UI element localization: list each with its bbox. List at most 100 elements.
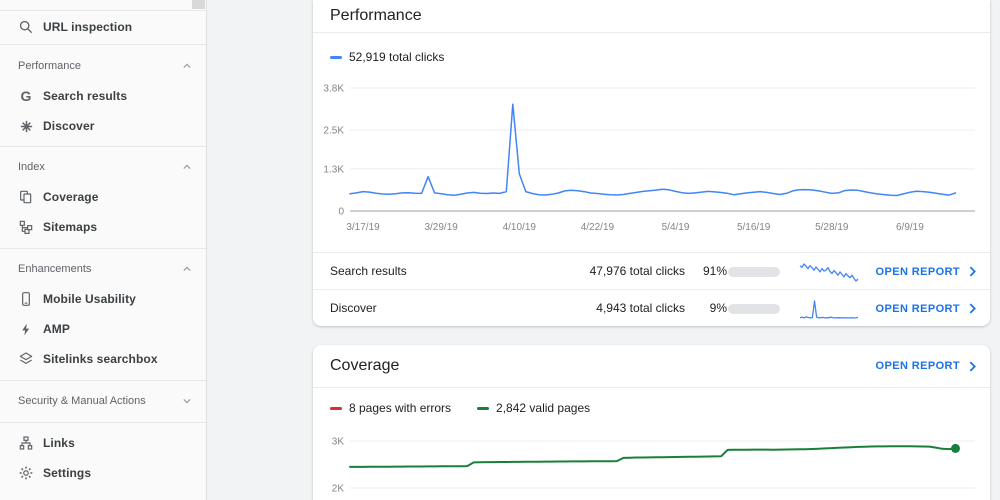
chevron-right-icon	[969, 361, 976, 371]
performance-card-header: Performance	[313, 0, 990, 33]
sidebar-item-label: Coverage	[43, 190, 99, 204]
gear-icon	[18, 465, 34, 481]
divider	[0, 422, 206, 423]
divider	[0, 380, 206, 381]
row-label: Search results	[330, 264, 407, 278]
section-label: Security & Manual Actions	[18, 395, 146, 407]
page-title: Coverage	[330, 357, 400, 374]
legend-label: 2,842 valid pages	[496, 401, 591, 415]
svg-text:2.5K: 2.5K	[323, 126, 344, 137]
open-report-label: OPEN REPORT	[875, 360, 960, 372]
legend-dash-icon	[330, 55, 342, 59]
svg-text:3K: 3K	[332, 437, 345, 448]
sparkline-search-results	[799, 263, 859, 282]
g-icon: G	[20, 88, 32, 104]
coverage-icon	[18, 189, 34, 205]
performance-clicks-chart: 0 1.3K 2.5K 3.8K 3/17/19 3/29/19 4/10/19 4/22/1…	[323, 84, 975, 233]
svg-text:1.3K: 1.3K	[323, 164, 344, 175]
mobile-icon	[18, 291, 34, 307]
sidebar-item-discover[interactable]: Discover	[0, 111, 206, 141]
legend-label: 8 pages with errors	[349, 401, 452, 415]
row-percent: 9%	[709, 301, 727, 315]
open-report-label: OPEN REPORT	[875, 265, 960, 278]
svg-text:4/22/19: 4/22/19	[581, 222, 615, 233]
chevron-up-icon	[182, 265, 192, 273]
links-icon	[18, 435, 34, 451]
sidebar-section-index[interactable]: Index	[0, 152, 206, 182]
coverage-pages-chart: 3K 2K	[332, 437, 975, 495]
sidebar-item-coverage[interactable]: Coverage	[0, 182, 206, 212]
open-report-link[interactable]: OPEN REPORT	[876, 253, 976, 290]
sidebar-item-settings[interactable]: Settings	[0, 458, 206, 488]
sidebar-item-sitelinks-searchbox[interactable]: Sitelinks searchbox	[0, 344, 206, 374]
row-total-clicks: 47,976 total clicks	[589, 264, 685, 278]
svg-text:3.8K: 3.8K	[323, 84, 344, 95]
legend-item-pages-with-errors[interactable]: 8 pages with errors	[330, 401, 451, 415]
legend-item-valid-pages[interactable]: 2,842 valid pages	[477, 401, 590, 415]
sidebar-item-sitemaps[interactable]: Sitemaps	[0, 212, 206, 242]
legend-dash-icon	[330, 406, 342, 410]
svg-text:4/10/19: 4/10/19	[503, 222, 537, 233]
svg-text:5/28/19: 5/28/19	[815, 222, 849, 233]
legend-item-total-clicks[interactable]: 52,919 total clicks	[330, 50, 444, 64]
table-row-search-results: Search results 47,976 total clicks 91% O…	[313, 252, 990, 289]
open-report-link[interactable]: OPEN REPORT	[876, 360, 976, 372]
divider	[0, 146, 206, 147]
svg-text:3/17/19: 3/17/19	[346, 222, 380, 233]
sidebar-item-search-results[interactable]: G Search results	[0, 81, 206, 111]
sidebar-item-amp[interactable]: AMP	[0, 314, 206, 344]
sparkline-discover	[799, 300, 859, 319]
chevron-up-icon	[182, 163, 192, 171]
section-label: Index	[18, 161, 45, 173]
row-percent: 91%	[702, 264, 727, 278]
divider	[0, 10, 206, 11]
coverage-legend: 8 pages with errors 2,842 valid pages	[330, 400, 590, 416]
section-label: Performance	[18, 60, 81, 72]
sidebar-item-label: Settings	[43, 466, 92, 480]
svg-text:5/16/19: 5/16/19	[737, 222, 771, 233]
sitemaps-icon	[18, 219, 34, 235]
divider	[0, 248, 206, 249]
svg-text:0: 0	[338, 207, 344, 218]
performance-legend: 52,919 total clicks	[330, 49, 444, 65]
table-row-discover: Discover 4,943 total clicks 9% OPEN REPO…	[313, 289, 990, 326]
sidebar: URL inspection Performance G Search resu…	[0, 0, 207, 500]
sidebar-item-url-inspection[interactable]: URL inspection	[0, 12, 206, 42]
page-title: Performance	[330, 7, 422, 24]
legend-dash-icon	[477, 406, 490, 410]
sitelinks-searchbox-icon	[18, 351, 34, 367]
amp-icon	[18, 321, 34, 337]
row-total-clicks: 4,943 total clicks	[596, 301, 685, 315]
svg-text:2K: 2K	[332, 484, 345, 495]
progress-bar	[728, 304, 780, 314]
progress-bar	[728, 267, 780, 277]
chevron-up-icon	[182, 62, 192, 70]
coverage-card-header: Coverage OPEN REPORT	[313, 345, 990, 388]
legend-label: 52,919 total clicks	[349, 50, 445, 64]
chevron-down-icon	[182, 397, 192, 405]
svg-text:5/4/19: 5/4/19	[662, 222, 690, 233]
sidebar-item-label: Links	[43, 436, 75, 450]
sidebar-section-performance[interactable]: Performance	[0, 51, 206, 81]
svg-text:6/9/19: 6/9/19	[896, 222, 924, 233]
open-report-label: OPEN REPORT	[875, 302, 960, 315]
sidebar-item-links[interactable]: Links	[0, 428, 206, 458]
performance-card: Performance 52,919 total clicks 0 1.3K 2.5…	[313, 0, 990, 326]
search-icon	[18, 19, 34, 35]
svg-text:3/29/19: 3/29/19	[424, 222, 458, 233]
open-report-link[interactable]: OPEN REPORT	[876, 290, 976, 327]
chevron-right-icon	[969, 303, 976, 314]
sidebar-section-enhancements[interactable]: Enhancements	[0, 254, 206, 284]
sidebar-item-mobile-usability[interactable]: Mobile Usability	[0, 284, 206, 314]
sidebar-item-label: Sitemaps	[43, 220, 98, 234]
sidebar-item-label: Sitelinks searchbox	[43, 352, 158, 366]
row-label: Discover	[330, 301, 377, 315]
sidebar-scrollbar-thumb[interactable]	[192, 0, 205, 9]
sidebar-item-label: URL inspection	[43, 20, 133, 34]
divider	[0, 44, 206, 45]
coverage-card: Coverage OPEN REPORT 8 pages with errors…	[313, 345, 990, 500]
section-label: Enhancements	[18, 263, 92, 275]
sidebar-section-security-manual-actions[interactable]: Security & Manual Actions	[0, 386, 206, 416]
sidebar-item-label: Mobile Usability	[43, 292, 136, 306]
discover-icon	[18, 118, 34, 134]
